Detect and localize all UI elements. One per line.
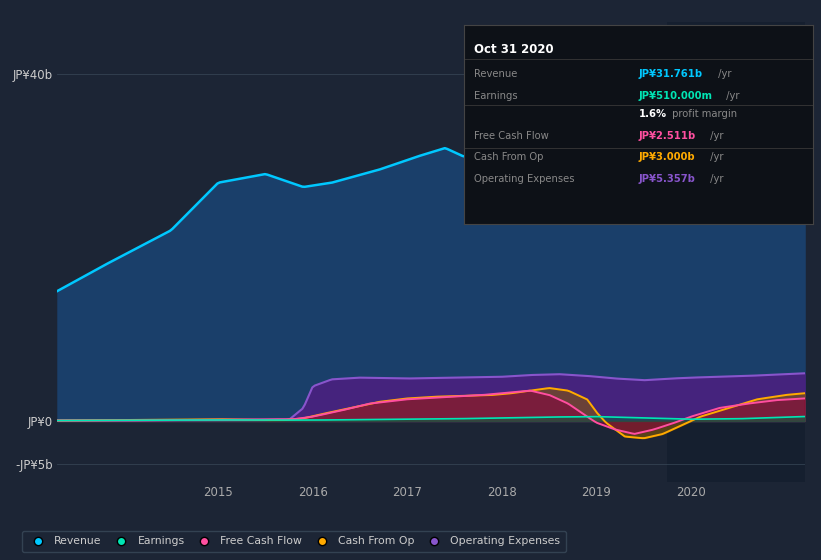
Text: /yr: /yr	[708, 174, 724, 184]
Text: JP¥31.761b: JP¥31.761b	[639, 69, 703, 79]
Text: /yr: /yr	[708, 130, 724, 141]
Bar	[667, 22, 805, 482]
Text: /yr: /yr	[708, 152, 724, 162]
Text: JP¥2.511b: JP¥2.511b	[639, 130, 695, 141]
Text: Revenue: Revenue	[475, 69, 518, 79]
Text: Free Cash Flow: Free Cash Flow	[475, 130, 549, 141]
Legend: Revenue, Earnings, Free Cash Flow, Cash From Op, Operating Expenses: Revenue, Earnings, Free Cash Flow, Cash …	[22, 531, 566, 552]
Text: JP¥510.000m: JP¥510.000m	[639, 91, 713, 101]
Text: Cash From Op: Cash From Op	[475, 152, 544, 162]
Text: Operating Expenses: Operating Expenses	[475, 174, 575, 184]
Text: profit margin: profit margin	[669, 109, 737, 119]
Text: /yr: /yr	[715, 69, 732, 79]
Text: 1.6%: 1.6%	[639, 109, 667, 119]
Text: JP¥5.357b: JP¥5.357b	[639, 174, 695, 184]
Text: JP¥3.000b: JP¥3.000b	[639, 152, 695, 162]
Text: Oct 31 2020: Oct 31 2020	[475, 43, 554, 56]
Text: /yr: /yr	[722, 91, 739, 101]
Text: Earnings: Earnings	[475, 91, 518, 101]
